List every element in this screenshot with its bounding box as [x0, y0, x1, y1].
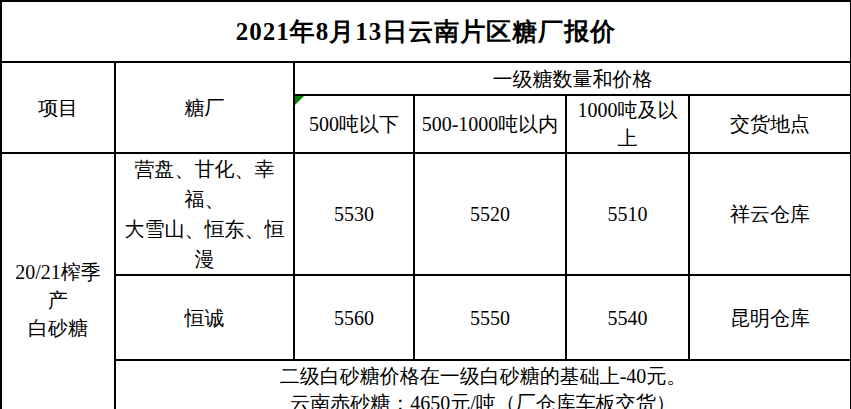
- column-header-delivery-location: 交货地点: [689, 95, 851, 153]
- price-cell-row2-1000t-plus: 5540: [566, 275, 689, 360]
- column-header-factory: 糖厂: [115, 62, 294, 153]
- table-row: 2021年8月13日云南片区糖厂报价: [1, 1, 851, 62]
- table-row: 项目 糖厂 一级糖数量和价格: [1, 62, 851, 95]
- price-table: 2021年8月13日云南片区糖厂报价 项目 糖厂 一级糖数量和价格 500吨以下…: [0, 0, 851, 409]
- price-cell-row2-500-1000t: 5550: [414, 275, 566, 360]
- row-group-line: 白砂糖: [6, 314, 110, 342]
- price-cell-row1-under-500t: 5530: [294, 153, 414, 275]
- table-row: 20/21榨季产 白砂糖 营盘、甘化、幸福、 大雪山、恒东、恒漫 5530 55…: [1, 153, 851, 275]
- green-corner-marker-icon: [295, 96, 304, 105]
- row-group-season-white-sugar: 20/21榨季产 白砂糖: [1, 153, 115, 409]
- table-row: 二级白砂糖价格在一级白砂糖的基础上-40元。 云南赤砂糖：4650元/吨（厂仓库…: [1, 360, 851, 409]
- factory-list-cell: 营盘、甘化、幸福、 大雪山、恒东、恒漫: [115, 153, 294, 275]
- factory-name-line: 营盘、甘化、幸福、: [120, 154, 289, 214]
- delivery-cell-row1: 祥云仓库: [689, 153, 851, 275]
- factory-list-cell: 恒诚: [115, 275, 294, 360]
- row-group-line: 20/21榨季产: [6, 258, 110, 314]
- price-cell-row1-1000t-plus: 5510: [566, 153, 689, 275]
- note-line: 云南赤砂糖：4650元/吨（厂仓库车板交货）: [120, 390, 846, 409]
- table-row: 恒诚 5560 5550 5540 昆明仓库: [1, 275, 851, 360]
- sugar-price-sheet: 2021年8月13日云南片区糖厂报价 项目 糖厂 一级糖数量和价格 500吨以下…: [0, 0, 851, 409]
- price-cell-row2-under-500t: 5560: [294, 275, 414, 360]
- column-header-label: 500吨以下: [309, 113, 399, 135]
- price-cell-row1-500-1000t: 5520: [414, 153, 566, 275]
- delivery-cell-row2: 昆明仓库: [689, 275, 851, 360]
- column-header-project: 项目: [1, 62, 115, 153]
- group-header-grade1-qty-price: 一级糖数量和价格: [294, 62, 851, 95]
- page-title: 2021年8月13日云南片区糖厂报价: [1, 1, 851, 62]
- column-header-500-1000t: 500-1000吨以内: [414, 95, 566, 153]
- factory-name-line: 恒诚: [120, 303, 289, 333]
- notes-cell: 二级白砂糖价格在一级白砂糖的基础上-40元。 云南赤砂糖：4650元/吨（厂仓库…: [115, 360, 851, 409]
- factory-name-line: 大雪山、恒东、恒漫: [120, 214, 289, 274]
- column-header-1000t-plus: 1000吨及以上: [566, 95, 689, 153]
- column-header-under-500t: 500吨以下: [294, 95, 414, 153]
- note-line: 二级白砂糖价格在一级白砂糖的基础上-40元。: [120, 363, 846, 390]
